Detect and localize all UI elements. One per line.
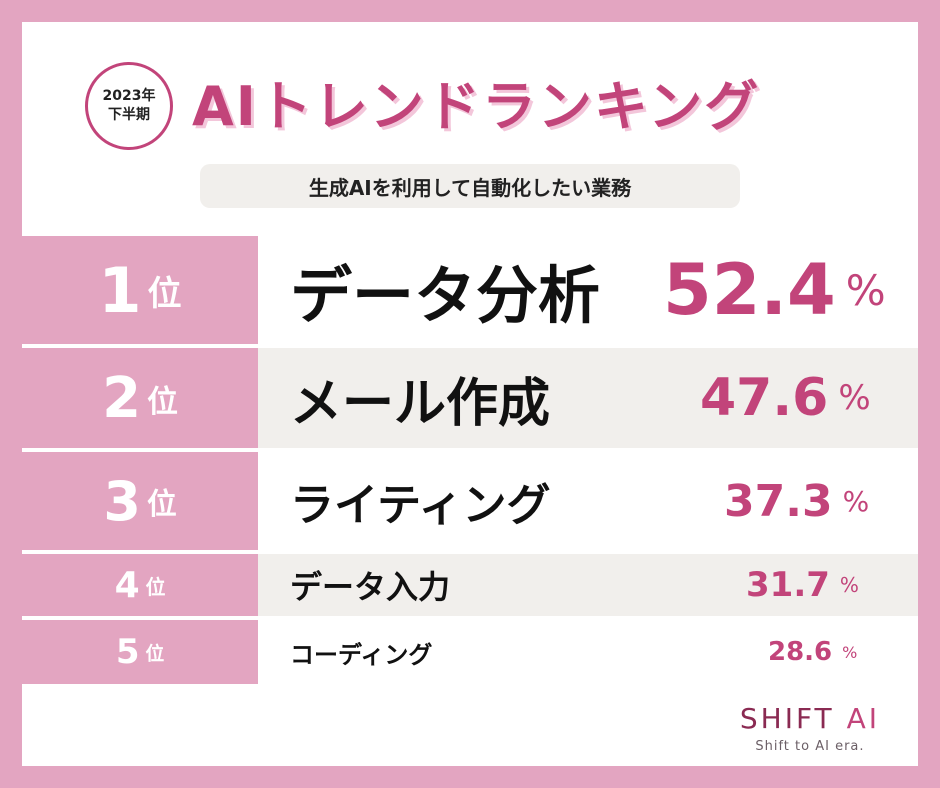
ranking-item: データ分析 [290,259,601,332]
percent-sign: % [839,573,859,597]
period-badge: 2023年 下半期 [85,62,173,150]
subtitle-pill: 生成AIを利用して自動化したい業務 [200,164,740,208]
badge-year: 2023年 [102,88,156,104]
ranking-body: データ分析 52.4 % [258,236,918,344]
row-divider [22,550,258,554]
ranking-percent: 37.3 % [724,452,869,550]
percent-value: 52.4 [663,249,836,331]
rank-unit: 位 [146,486,177,522]
logo-name-right: AI [846,702,880,735]
logo-tagline: Shift to AI era. [755,739,865,754]
rank-number: 1 [98,253,142,327]
rank-unit: 位 [147,274,182,314]
percent-value: 28.6 [768,637,833,667]
percent-value: 37.3 [724,475,833,527]
row-divider [22,616,258,620]
ranking-body: ライティング 37.3 % [258,452,918,550]
ranking-row-3: 3 位 ライティング 37.3 % [22,452,918,550]
rank-cell: 1 位 [22,236,258,344]
percent-value: 47.6 [700,368,829,428]
ranking-row-4: 4 位 データ入力 31.7 % [22,554,918,616]
ranking-body: データ入力 31.7 % [258,554,918,616]
ranking-item: データ入力 [290,568,451,606]
percent-sign: % [838,378,871,418]
infographic-card: 2023年 下半期 AIトレンドランキング 生成AIを利用して自動化したい業務 … [22,22,918,766]
percent-sign: % [842,642,858,662]
rank-number: 5 [115,632,140,672]
ranking-percent: 31.7 % [746,554,859,616]
ranking-percent: 47.6 % [700,348,871,448]
row-divider [22,448,258,452]
ranking-percent: 52.4 % [663,236,886,344]
logo-wordmark: SHIFT AI [740,702,880,735]
ranking-body: メール作成 47.6 % [258,348,918,448]
rank-unit: 位 [145,643,165,665]
rank-unit: 位 [147,383,178,420]
ranking-percent: 28.6 % [768,620,857,684]
ranking-item: ライティング [290,480,551,531]
percent-value: 31.7 [746,565,830,605]
rank-unit: 位 [145,575,166,599]
percent-sign: % [842,484,870,518]
page-title: AIトレンドランキング [192,75,761,138]
badge-period: 下半期 [108,107,150,123]
ranking-row-1: 1 位 データ分析 52.4 % [22,236,918,344]
rank-cell: 2 位 [22,348,258,448]
shift-ai-logo: SHIFT AI Shift to AI era. [740,702,880,754]
percent-sign: % [845,265,886,315]
rank-number: 2 [102,365,142,431]
rank-number: 4 [114,564,140,606]
logo-name-left: SHIFT [739,702,835,735]
row-divider [22,344,258,348]
ranking-body: コーディング 28.6 % [258,620,918,684]
ranking-item: コーディング [290,640,433,669]
rank-cell: 3 位 [22,452,258,550]
rank-cell: 5 位 [22,620,258,684]
ranking-row-5: 5 位 コーディング 28.6 % [22,620,918,684]
rank-cell: 4 位 [22,554,258,616]
ranking-item: メール作成 [290,373,551,434]
rank-number: 3 [103,469,141,533]
ranking-row-2: 2 位 メール作成 47.6 % [22,348,918,448]
